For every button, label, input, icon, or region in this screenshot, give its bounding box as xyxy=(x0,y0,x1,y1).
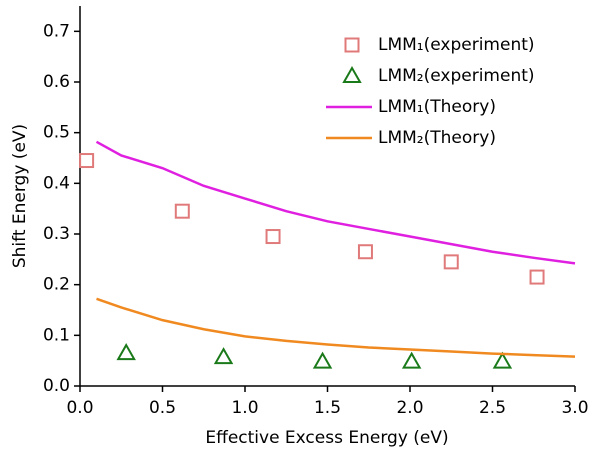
y-tick-label: 0.5 xyxy=(43,123,70,143)
y-tick-label: 0.3 xyxy=(43,224,70,244)
y-axis-label: Shift Energy (eV) xyxy=(10,124,30,268)
triangle-marker xyxy=(213,347,234,365)
x-tick-label: 2.5 xyxy=(479,398,506,418)
x-tick-label: 1.0 xyxy=(231,398,258,418)
y-tick-label: 0.1 xyxy=(43,325,70,345)
triangle-marker xyxy=(492,351,513,369)
theory-line xyxy=(95,140,576,265)
square-marker xyxy=(265,229,281,245)
triangle-marker xyxy=(116,343,136,361)
triangle-marker xyxy=(401,351,422,369)
x-tick-label: 0.5 xyxy=(149,398,176,418)
x-tick-label: 1.5 xyxy=(314,398,341,418)
x-tick-label: 0.0 xyxy=(66,398,93,418)
legend-label: LMM₂(Theory) xyxy=(378,128,496,148)
y-tick-label: 0.4 xyxy=(43,173,70,193)
square-marker xyxy=(174,203,190,219)
square-marker xyxy=(79,153,95,169)
legend-label: LMM₁(Theory) xyxy=(378,97,496,117)
legend-label: LMM₂(experiment) xyxy=(378,66,535,86)
square-marker xyxy=(443,254,459,270)
x-tick-label: 3.0 xyxy=(561,398,588,418)
x-axis-label: Effective Excess Energy (eV) xyxy=(205,428,448,448)
y-tick-label: 0.7 xyxy=(43,21,70,41)
square-marker xyxy=(529,269,545,285)
triangle-marker xyxy=(312,351,333,369)
legend-marker xyxy=(342,65,362,83)
legend-label: LMM₁(experiment) xyxy=(378,35,535,55)
y-tick-label: 0.6 xyxy=(43,72,70,92)
y-tick-label: 0.2 xyxy=(43,275,70,295)
x-tick-label: 2.0 xyxy=(396,398,423,418)
legend-marker xyxy=(344,37,360,53)
square-marker xyxy=(357,244,373,260)
y-tick-label: 0.0 xyxy=(43,376,70,396)
theory-line xyxy=(96,297,576,358)
